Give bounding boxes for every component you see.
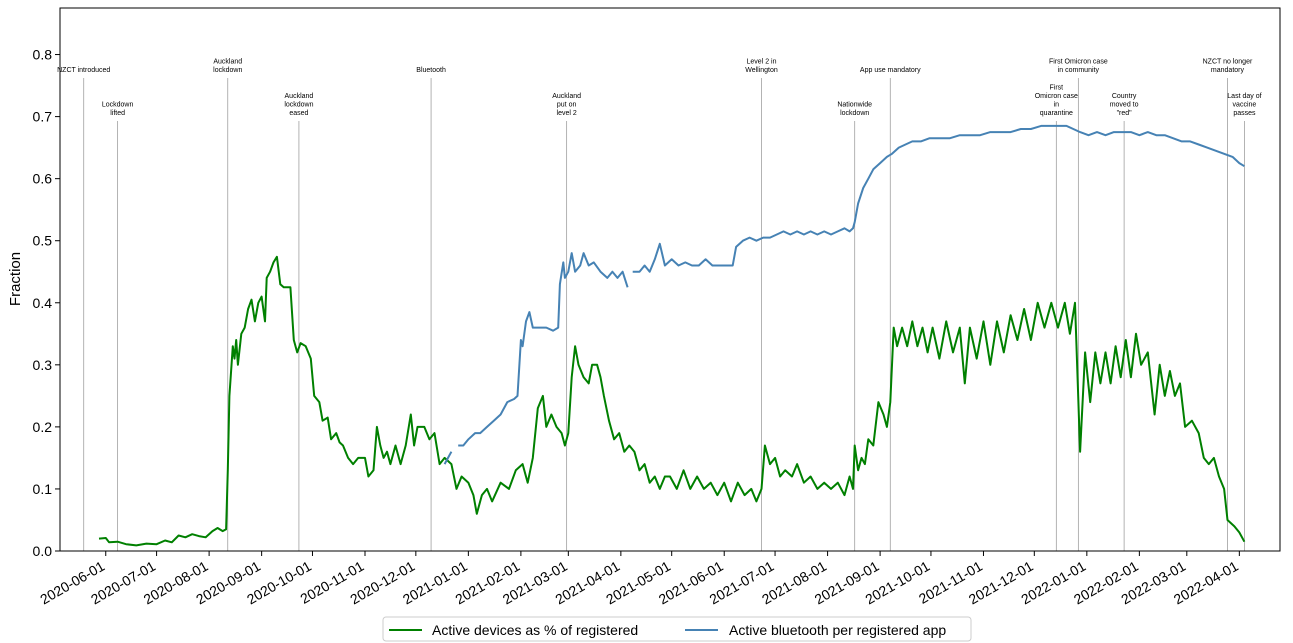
event-label: Lockdown lifted bbox=[102, 102, 134, 118]
event-label: NZCT introduced bbox=[57, 67, 110, 74]
event-label: NZCT no longer mandatory bbox=[1203, 59, 1253, 75]
x-axis: 2020-06-012020-07-012020-08-012020-09-01… bbox=[37, 551, 1241, 607]
y-tick-label: 0.3 bbox=[33, 357, 53, 373]
active-bluetooth-line bbox=[443, 451, 453, 465]
event-markers: NZCT introduced Lockdown lifted Auckland loc… bbox=[57, 59, 1262, 551]
event-label: Bluetooth bbox=[416, 67, 446, 74]
y-tick-label: 0.7 bbox=[33, 109, 53, 125]
plot-frame bbox=[59, 7, 1281, 552]
event-label: Auckland put on level 2 bbox=[552, 93, 581, 117]
event-label: First Omicron case in community bbox=[1049, 59, 1108, 75]
y-axis-label: Fraction bbox=[7, 252, 24, 306]
y-axis: 0.0 0.1 0.2 0.3 0.4 0.5 0.6 0.7 0.8 bbox=[33, 47, 60, 559]
legend-box bbox=[382, 616, 972, 642]
active-devices-line bbox=[98, 255, 1246, 547]
active-bluetooth-line bbox=[632, 124, 1245, 273]
y-tick-label: 0.6 bbox=[33, 171, 53, 187]
series-lines bbox=[98, 124, 1246, 547]
y-tick-label: 0.2 bbox=[33, 419, 53, 435]
y-tick-label: 0.5 bbox=[33, 233, 53, 249]
event-label: App use mandatory bbox=[860, 67, 921, 74]
event-label: Last day of vaccine passes bbox=[1227, 93, 1261, 117]
event-label: First Omicron case in quarantine bbox=[1035, 85, 1078, 118]
y-tick-label: 0.1 bbox=[33, 481, 53, 497]
event-label: Auckland lockdown bbox=[213, 59, 242, 75]
legend-label: Active bluetooth per registered app bbox=[729, 622, 946, 638]
event-label: Country moved to "red" bbox=[1110, 93, 1139, 117]
event-label: Auckland lockdown eased bbox=[284, 93, 313, 117]
event-label: Level 2 in Wellington bbox=[745, 59, 778, 75]
legend: Active devices as % of registered Active … bbox=[382, 616, 972, 642]
event-label: Nationwide lockdown bbox=[837, 102, 872, 118]
active-bluetooth-line bbox=[458, 252, 629, 447]
legend-label: Active devices as % of registered bbox=[432, 622, 638, 638]
y-tick-label: 0.8 bbox=[33, 47, 53, 63]
y-tick-label: 0.0 bbox=[33, 543, 53, 559]
y-tick-label: 0.4 bbox=[33, 295, 53, 311]
